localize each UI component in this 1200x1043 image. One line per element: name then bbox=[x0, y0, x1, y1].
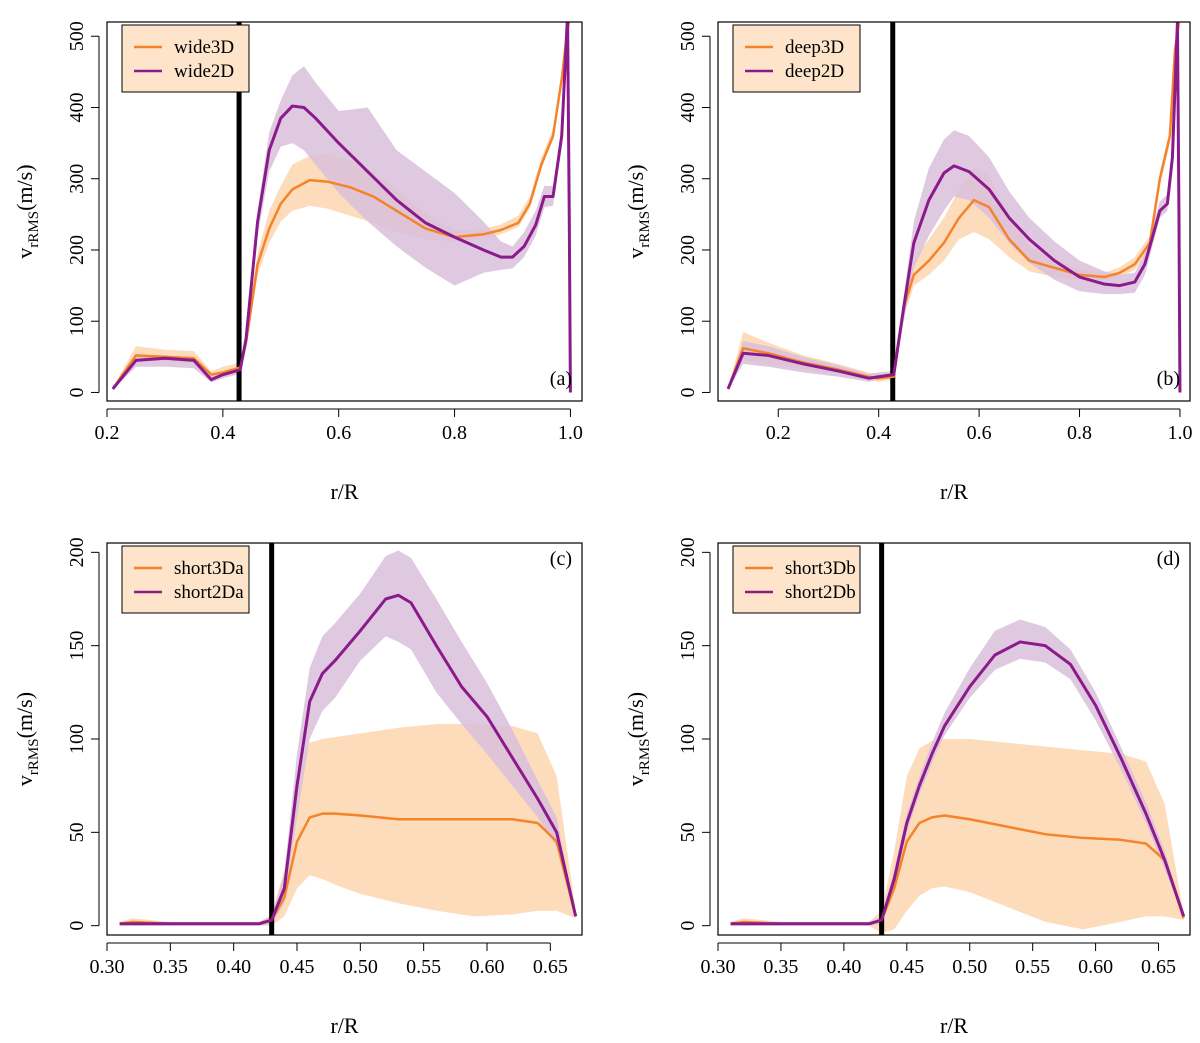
panel-label: (c) bbox=[550, 548, 572, 570]
y-tick-label: 500 bbox=[66, 21, 88, 51]
x-tick-label: 0.30 bbox=[701, 956, 736, 978]
y-tick-label: 0 bbox=[66, 921, 88, 931]
legend-label-short2Da: short2Da bbox=[174, 582, 244, 603]
x-axis-title: r/R bbox=[330, 1013, 358, 1038]
x-tick-label: 0.2 bbox=[95, 422, 120, 444]
panel-a: 0.2 0.4 0.6 0.8 1.0 0 100 200 300 400 500 r/R vrRMS(… bbox=[12, 21, 583, 504]
plot-frame bbox=[717, 21, 1191, 402]
x-tick-label: 0.8 bbox=[442, 422, 467, 444]
y-axis-title: vrRMS(m/s) bbox=[623, 692, 653, 786]
y-tick-label: 0 bbox=[677, 921, 699, 931]
legend-label-deep3D: deep3D bbox=[785, 37, 844, 58]
x-tick-label: 0.60 bbox=[1078, 956, 1113, 978]
y-tick-label: 400 bbox=[66, 92, 88, 122]
plot-frame bbox=[106, 542, 583, 936]
y-tick-label: 150 bbox=[66, 631, 88, 661]
x-axis-title: r/R bbox=[940, 1013, 968, 1038]
legend-label-wide3D: wide3D bbox=[174, 37, 234, 58]
x-tick-label: 0.40 bbox=[826, 956, 861, 978]
panel-d-plot-area bbox=[730, 543, 1186, 935]
y-tick-label: 400 bbox=[677, 92, 699, 122]
x-tick-label: 0.60 bbox=[470, 956, 505, 978]
line-wide3D bbox=[111, 22, 571, 390]
y-tick-label: 100 bbox=[66, 724, 88, 754]
x-tick-label: 0.50 bbox=[343, 956, 378, 978]
band-short2Da bbox=[119, 550, 576, 926]
panel-label: (b) bbox=[1157, 368, 1180, 390]
x-tick-label: 0.35 bbox=[763, 956, 798, 978]
x-tick-label: 0.45 bbox=[889, 956, 924, 978]
x-tick-label: 0.55 bbox=[406, 956, 441, 978]
panel-c-plot-area bbox=[119, 543, 578, 935]
x-tick-label: 0.30 bbox=[90, 956, 125, 978]
x-tick-label: 0.6 bbox=[326, 422, 351, 444]
line-deep2D bbox=[726, 22, 1182, 393]
legend-label-wide2D: wide2D bbox=[174, 61, 234, 82]
x-tick-label: 0.50 bbox=[952, 956, 987, 978]
band-wide3D bbox=[112, 22, 570, 390]
legend-box bbox=[121, 24, 250, 93]
x-axis-title: r/R bbox=[940, 479, 968, 504]
x-tick-label: 0.6 bbox=[967, 422, 992, 444]
plot-frame bbox=[106, 21, 583, 402]
x-tick-label: 1.0 bbox=[1167, 422, 1192, 444]
y-axis-title: vrRMS(m/s) bbox=[12, 692, 42, 786]
y-tick-label: 100 bbox=[677, 724, 699, 754]
panel-label: (d) bbox=[1157, 548, 1180, 570]
legend-label-short3Da: short3Da bbox=[174, 558, 244, 579]
y-tick-label: 200 bbox=[66, 537, 88, 567]
legend-label-short2Db: short2Db bbox=[785, 582, 856, 603]
y-tick-label: 100 bbox=[66, 306, 88, 336]
panel-d: 0.30 0.35 0.40 0.45 0.50 0.55 0.60 0.65 0 50 100 15… bbox=[623, 537, 1191, 1038]
y-tick-label: 150 bbox=[677, 631, 699, 661]
x-tick-label: 0.40 bbox=[216, 956, 251, 978]
legend-label-short3Db: short3Db bbox=[785, 558, 856, 579]
line-wide2D bbox=[111, 22, 572, 393]
legend-box bbox=[732, 545, 861, 614]
y-tick-label: 50 bbox=[66, 822, 88, 842]
y-tick-label: 500 bbox=[677, 21, 699, 51]
x-tick-label: 0.65 bbox=[1141, 956, 1176, 978]
x-tick-label: 0.4 bbox=[866, 422, 891, 444]
y-tick-label: 300 bbox=[66, 164, 88, 194]
y-tick-label: 0 bbox=[66, 387, 88, 397]
y-tick-label: 50 bbox=[677, 822, 699, 842]
x-tick-label: 0.2 bbox=[766, 422, 791, 444]
x-tick-label: 0.8 bbox=[1067, 422, 1092, 444]
y-axis-title: vrRMS(m/s) bbox=[623, 164, 653, 258]
x-tick-label: 0.4 bbox=[210, 422, 235, 444]
panel-c: 0.30 0.35 0.40 0.45 0.50 0.55 0.60 0.65 0 50 100 15… bbox=[12, 537, 583, 1038]
panel-label: (a) bbox=[550, 368, 572, 390]
legend-label-deep2D: deep2D bbox=[785, 61, 844, 82]
panel-b-plot-area bbox=[726, 22, 1182, 401]
y-tick-label: 300 bbox=[677, 164, 699, 194]
legend-box bbox=[121, 545, 250, 614]
band-deep3D bbox=[728, 22, 1180, 390]
x-tick-label: 0.65 bbox=[533, 956, 568, 978]
x-axis-title: r/R bbox=[330, 479, 358, 504]
band-short3Da bbox=[119, 724, 576, 926]
y-axis-title: vrRMS(m/s) bbox=[12, 164, 42, 258]
panel-b: 0.2 0.4 0.6 0.8 1.0 0 100 200 300 400 500 r/R vrRMS(… bbox=[623, 21, 1192, 504]
x-tick-label: 1.0 bbox=[558, 422, 583, 444]
line-short2Db bbox=[730, 640, 1186, 926]
legend-box bbox=[732, 24, 861, 93]
y-tick-label: 200 bbox=[677, 235, 699, 265]
x-tick-label: 0.45 bbox=[280, 956, 315, 978]
band-short3Db bbox=[730, 739, 1184, 934]
y-tick-label: 0 bbox=[677, 387, 699, 397]
y-tick-label: 100 bbox=[677, 306, 699, 336]
plot-frame bbox=[717, 542, 1191, 936]
x-tick-label: 0.35 bbox=[153, 956, 188, 978]
y-tick-label: 200 bbox=[66, 235, 88, 265]
y-tick-label: 200 bbox=[677, 537, 699, 567]
line-short2Da bbox=[119, 593, 578, 926]
x-tick-label: 0.55 bbox=[1015, 956, 1050, 978]
